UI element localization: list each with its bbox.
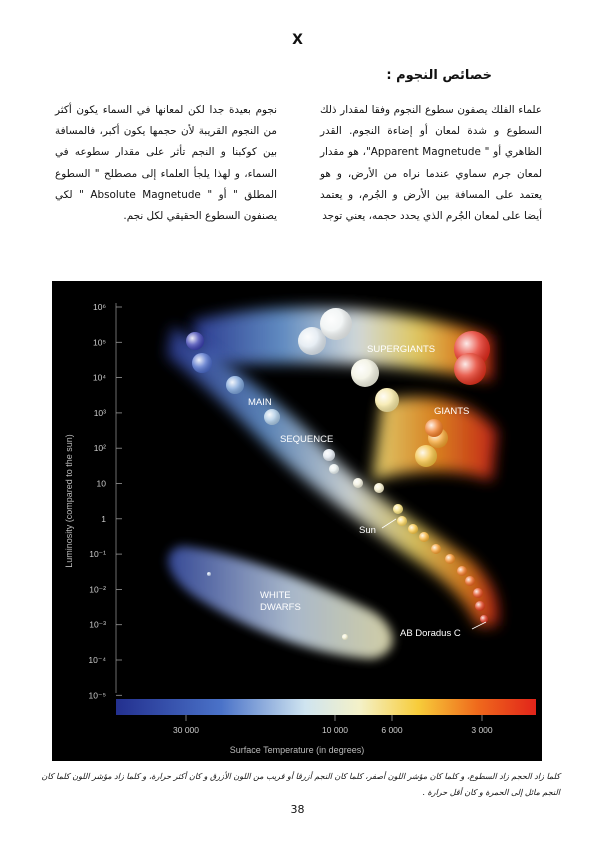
ab-doradus-pointer [471, 621, 487, 630]
paragraph-left: نجوم بعيدة جدا لكن لمعانها في السماء يكو… [55, 104, 277, 223]
star-highlight [397, 516, 407, 526]
hr-diagram: 10⁶ 10⁵ 10⁴ 10³ 10² 10 1 10⁻¹ 10⁻² 10⁻³ 10⁻⁴ 10⁻⁵ L… [52, 281, 542, 761]
y-tick-label: 10³ [94, 408, 106, 418]
y-axis-label: Luminosity (compared to the sun) [64, 434, 74, 568]
star-highlight [264, 409, 280, 425]
y-tick-label: 1 [101, 514, 106, 524]
star-highlight [353, 478, 363, 488]
y-tick-label: 10⁻² [89, 584, 106, 594]
star-highlight [425, 419, 443, 437]
star-highlight [375, 388, 399, 412]
star-highlight [419, 532, 429, 542]
star-highlight [408, 524, 418, 534]
star-highlight [431, 544, 441, 554]
paragraph-right: علماء الفلك يصفون سطوع النجوم وفقا لمقدا… [320, 104, 542, 223]
star-highlight [320, 308, 352, 340]
label-ab-doradus-c: AB Doradus C [400, 628, 461, 639]
star-highlight [298, 327, 326, 355]
star-highlight [351, 359, 379, 387]
label-sun: Sun [359, 525, 376, 536]
y-ticks: 10⁶ 10⁵ 10⁴ 10³ 10² 10 1 10⁻¹ 10⁻² 10⁻³ 10⁻⁴ 10⁻⁵ [88, 302, 122, 700]
hr-diagram-svg: 10⁶ 10⁵ 10⁴ 10³ 10² 10 1 10⁻¹ 10⁻² 10⁻³ 10⁻⁴ 10⁻⁵ L… [64, 302, 536, 755]
star-highlight [457, 566, 467, 576]
y-tick-label: 10⁶ [93, 302, 106, 312]
label-white: WHITE [260, 590, 291, 601]
sun-pointer [381, 518, 397, 529]
figure-caption: كلما زاد الحجم زاد السطوع، و كلما كان مؤ… [41, 772, 561, 797]
y-tick-label: 10⁻¹ [89, 549, 106, 559]
section-heading: خصائص النجوم : [386, 68, 492, 83]
star-highlight [226, 376, 244, 394]
label-giants: GIANTS [434, 406, 469, 417]
x-ticks: 30 000 10 000 6 000 3 000 [173, 715, 493, 735]
stars-layer [186, 308, 490, 640]
y-tick-label: 10⁵ [93, 337, 106, 347]
x-tick-label: 30 000 [173, 725, 199, 735]
x-axis-label: Surface Temperature (in degrees) [230, 745, 364, 755]
star-highlight [480, 615, 488, 623]
star-highlight [393, 504, 403, 514]
supergiants-band [192, 307, 492, 381]
x-tick-label: 6 000 [381, 725, 403, 735]
label-dwarfs: DWARFS [260, 602, 301, 613]
star-highlight [454, 353, 486, 385]
star-highlight [186, 332, 204, 350]
star-highlight [473, 588, 483, 598]
y-tick-label: 10⁻³ [89, 620, 106, 630]
star-highlight [475, 601, 485, 611]
star-highlight [465, 576, 475, 586]
temperature-color-bar [116, 699, 536, 715]
x-tick-label: 3 000 [471, 725, 493, 735]
star-highlight [415, 445, 437, 467]
star-highlight [192, 353, 212, 373]
star-highlight [445, 554, 455, 564]
y-tick-label: 10⁻⁵ [89, 690, 106, 700]
star-highlight [207, 572, 211, 576]
label-sequence: SEQUENCE [280, 434, 333, 445]
main-sequence-band [167, 326, 499, 626]
y-tick-label: 10⁻⁴ [88, 655, 106, 665]
star-highlight [374, 483, 384, 493]
label-supergiants: SUPERGIANTS [367, 344, 435, 355]
page-number: 38 [290, 803, 305, 816]
label-main: MAIN [248, 397, 272, 408]
star-highlight [342, 634, 348, 640]
star-highlight [323, 449, 335, 461]
white-dwarfs-band [168, 546, 393, 659]
y-tick-label: 10² [94, 443, 106, 453]
y-tick-label: 10 [97, 479, 107, 489]
x-tick-label: 10 000 [322, 725, 348, 735]
star-highlight [329, 464, 339, 474]
page-mark: X [292, 32, 303, 48]
y-tick-label: 10⁴ [93, 373, 106, 383]
